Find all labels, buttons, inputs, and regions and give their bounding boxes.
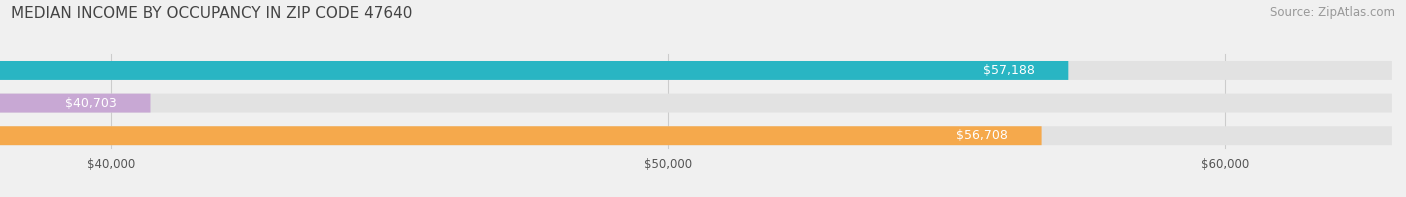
- FancyBboxPatch shape: [0, 126, 1042, 145]
- Text: $56,708: $56,708: [956, 129, 1008, 142]
- FancyBboxPatch shape: [0, 61, 1069, 80]
- FancyBboxPatch shape: [0, 126, 1392, 145]
- FancyBboxPatch shape: [0, 94, 150, 112]
- FancyBboxPatch shape: [0, 94, 1392, 112]
- FancyBboxPatch shape: [0, 61, 1392, 80]
- Text: MEDIAN INCOME BY OCCUPANCY IN ZIP CODE 47640: MEDIAN INCOME BY OCCUPANCY IN ZIP CODE 4…: [11, 6, 412, 21]
- Text: Source: ZipAtlas.com: Source: ZipAtlas.com: [1270, 6, 1395, 19]
- Text: $57,188: $57,188: [983, 64, 1035, 77]
- Text: $40,703: $40,703: [65, 97, 117, 110]
